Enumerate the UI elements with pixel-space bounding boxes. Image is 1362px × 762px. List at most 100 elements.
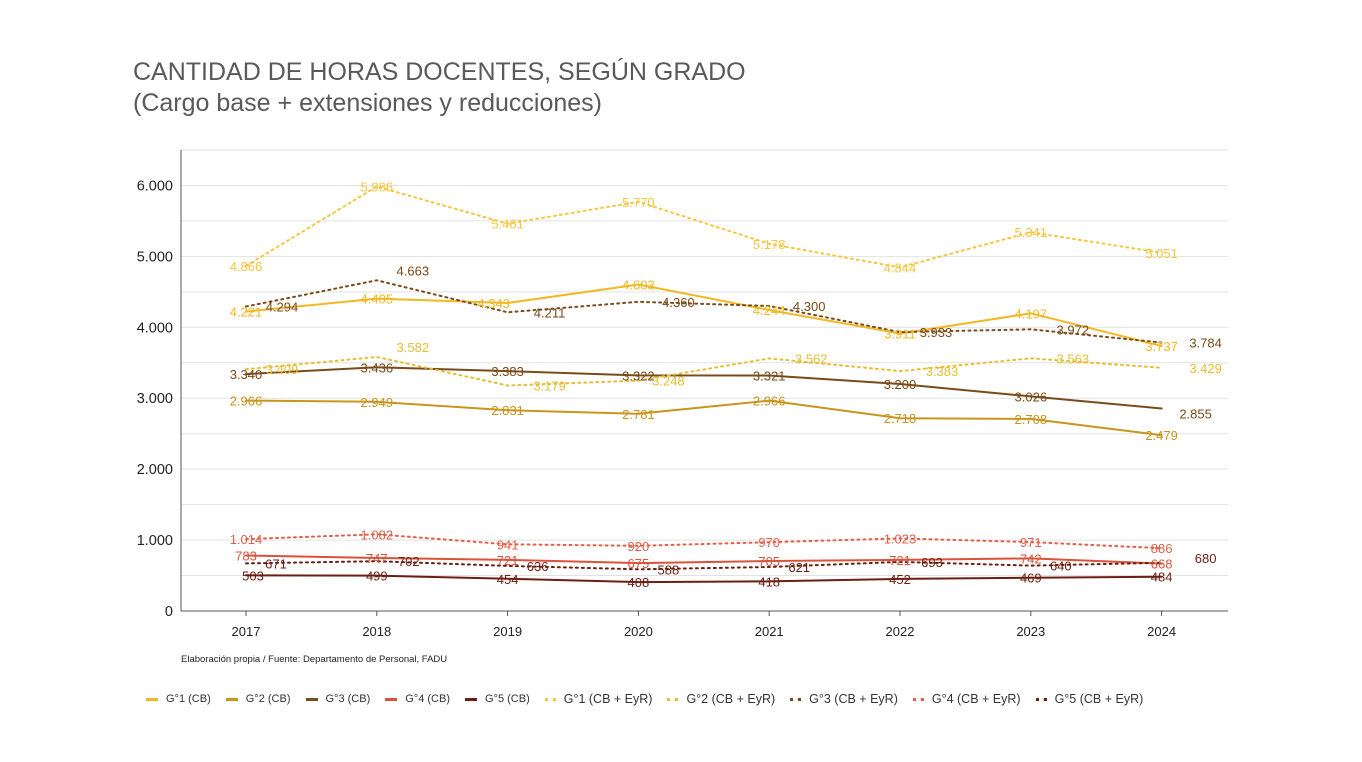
gridlines <box>181 149 1228 577</box>
data-label: 588 <box>658 562 680 577</box>
legend-swatch <box>667 697 679 701</box>
x-tick-label: 2023 <box>1016 624 1045 639</box>
data-label: 2.949 <box>361 395 394 410</box>
data-label: 671 <box>265 556 287 571</box>
data-label: 4.405 <box>361 292 394 307</box>
data-label: 1.014 <box>230 532 263 547</box>
data-label: 4.844 <box>884 260 917 275</box>
data-label: 3.562 <box>795 351 828 366</box>
legend-swatch <box>465 697 477 701</box>
data-label: 3.429 <box>1189 361 1222 376</box>
data-label: 783 <box>235 548 257 563</box>
legend-swatch <box>225 697 238 701</box>
data-label: 4.343 <box>477 296 510 311</box>
data-label: 5.341 <box>1015 225 1048 240</box>
data-label: 4.244 <box>753 303 786 318</box>
legend-item: G°2 (CB + EyR) <box>667 692 775 706</box>
chart-title: CANTIDAD DE HORAS DOCENTES, SEGÚN GRADO <box>133 58 746 86</box>
data-label: 3.321 <box>753 368 786 383</box>
data-label: 408 <box>628 575 650 590</box>
legend-label: G°1 (CB + EyR) <box>563 692 653 706</box>
series-line-9 <box>245 533 1163 550</box>
legend-swatch <box>146 697 158 701</box>
data-label: 2.966 <box>753 394 786 409</box>
legend-label: G°4 (CB + EyR) <box>931 692 1021 706</box>
chart-subtitle: (Cargo base + extensiones y reducciones) <box>133 89 603 117</box>
legend-item: G°1 (CB + EyR) <box>544 692 653 706</box>
series-line-10 <box>245 560 1163 571</box>
legend-swatch <box>305 697 318 701</box>
x-tick-label: 2021 <box>755 624 784 639</box>
data-label: 4.603 <box>622 278 655 293</box>
axes <box>180 150 1228 612</box>
data-label: 636 <box>527 559 549 574</box>
data-label: 5.178 <box>753 237 786 252</box>
source-note: Elaboración propia / Fuente: Departament… <box>181 654 448 665</box>
x-tick-label: 2020 <box>624 624 653 639</box>
data-label: 970 <box>758 535 780 550</box>
x-tick-label: 2022 <box>886 624 915 639</box>
legend-label: G°1 (CB) <box>166 693 211 705</box>
data-label: 4.360 <box>662 295 695 310</box>
legend-label: G°4 (CB) <box>405 693 450 705</box>
data-label: 3.409 <box>266 362 299 377</box>
data-label: 3.340 <box>230 367 263 382</box>
data-label: 3.322 <box>622 368 655 383</box>
y-tick-label: 3.000 <box>137 391 173 407</box>
data-label: 668 <box>1151 557 1173 572</box>
data-label: 1.023 <box>884 531 917 546</box>
series-lines <box>245 185 1163 584</box>
legend-label: G°3 (CB + EyR) <box>809 692 898 706</box>
data-label: 3.972 <box>1057 322 1090 337</box>
data-label: 971 <box>1020 535 1042 550</box>
data-label: 675 <box>628 556 650 571</box>
legend-label: G°5 (CB + EyR) <box>1054 692 1144 706</box>
legend-item: G°3 (CB) <box>305 693 371 705</box>
data-label: 721 <box>497 553 519 568</box>
legend-label: G°2 (CB) <box>245 693 291 705</box>
data-label: 742 <box>1020 551 1042 566</box>
data-label: 3.784 <box>1189 336 1222 351</box>
x-tick-label: 2017 <box>232 624 261 639</box>
data-label: 2.708 <box>1015 412 1048 427</box>
series-line-3 <box>245 366 1163 410</box>
data-label: 2.718 <box>884 411 917 426</box>
y-tick-label: 1.000 <box>137 533 173 549</box>
legend: G°1 (CB) G°2 (CB) G°3 (CB) G°4 (CB) G°5 (CB)… <box>146 689 1158 709</box>
data-label: 702 <box>398 554 420 569</box>
data-label: 454 <box>497 572 519 587</box>
data-label: 2.966 <box>230 394 263 409</box>
series-line-7 <box>245 356 1163 387</box>
series-line-8 <box>245 279 1163 344</box>
y-tick-label: 4.000 <box>137 320 173 336</box>
data-label: 5.986 <box>361 179 394 194</box>
y-axis-ticks: 0 1.000 2.000 3.000 4.000 5.000 6.000 <box>137 178 173 620</box>
data-label: 621 <box>788 560 810 575</box>
y-tick-label: 5.000 <box>137 249 173 265</box>
data-label: 3.933 <box>920 325 953 340</box>
y-tick-label: 6.000 <box>137 178 173 194</box>
data-label: 4.197 <box>1015 306 1048 321</box>
x-tick-label: 2019 <box>493 624 522 639</box>
data-label: 3.248 <box>652 374 685 389</box>
data-label: 499 <box>366 569 388 584</box>
legend-item: G°4 (CB + EyR) <box>912 692 1021 706</box>
legend-item: G°2 (CB) <box>225 693 291 705</box>
data-label: 3.582 <box>397 340 430 355</box>
data-label: 3.026 <box>1015 389 1048 404</box>
legend-label: G°5 (CB) <box>485 693 530 705</box>
x-axis-ticks: 2017 2018 2019 2020 2021 2022 2023 2024 <box>232 611 1176 639</box>
data-labels: 4.221 4.405 4.343 4.603 4.244 3.911 4.197 3.737… <box>230 179 1222 590</box>
legend-item: G°3 (CB + EyR) <box>790 692 898 706</box>
data-label: 693 <box>921 555 943 570</box>
data-label: 3.911 <box>884 327 916 342</box>
legend-item: G°1 (CB) <box>146 693 211 705</box>
legend-label: G°3 (CB) <box>325 693 371 705</box>
data-label: 1.082 <box>361 527 394 542</box>
data-label: 503 <box>242 568 264 583</box>
data-label: 2.781 <box>622 407 655 422</box>
series-line-6 <box>245 185 1163 269</box>
y-tick-label: 2.000 <box>137 462 173 478</box>
data-label: 4.294 <box>266 299 299 314</box>
data-label: 5.051 <box>1145 246 1178 261</box>
